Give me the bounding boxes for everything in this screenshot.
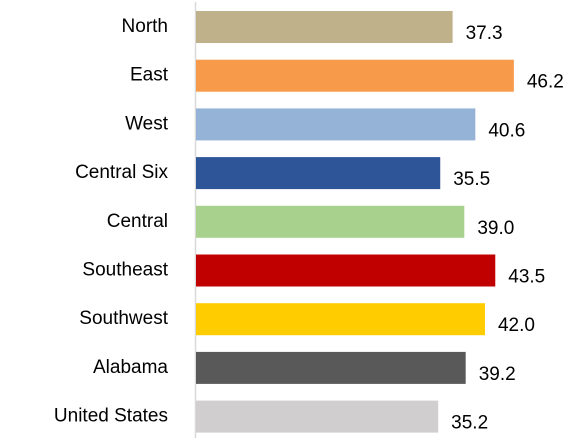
bar — [196, 11, 453, 43]
bar — [196, 59, 514, 92]
bar — [196, 254, 496, 287]
category-label: Central — [107, 211, 168, 232]
bar — [196, 303, 485, 336]
category-label: Alabama — [93, 357, 168, 378]
category-label: East — [130, 65, 169, 86]
category-label: Southwest — [79, 308, 168, 329]
category-label: United States — [54, 406, 168, 427]
data-label: 37.3 — [466, 23, 503, 44]
data-label: 46.2 — [527, 72, 564, 93]
data-label: 42.0 — [498, 315, 535, 336]
bar — [196, 157, 441, 190]
bar — [196, 205, 465, 238]
data-label: 39.0 — [477, 218, 514, 239]
data-label: 35.5 — [453, 169, 490, 190]
data-label: 40.6 — [488, 120, 525, 141]
category-label: Central Six — [75, 162, 168, 183]
bar — [196, 400, 439, 433]
data-label: 35.2 — [451, 413, 488, 434]
bar — [196, 351, 466, 384]
data-label: 43.5 — [508, 267, 545, 288]
category-label: West — [125, 113, 169, 134]
category-label: North — [122, 16, 168, 37]
category-label: Southeast — [82, 260, 168, 281]
bar — [196, 108, 476, 141]
data-label: 39.2 — [479, 364, 516, 385]
